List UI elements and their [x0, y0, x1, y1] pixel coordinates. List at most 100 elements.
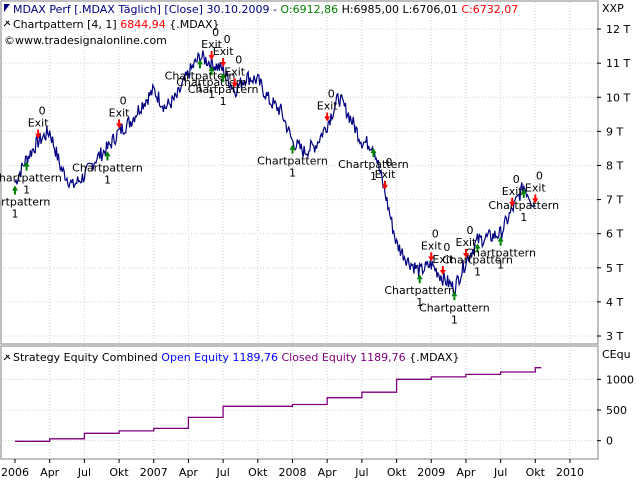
exit-arrow-stem	[233, 78, 236, 83]
buy-arrow-icon	[289, 144, 296, 150]
time-tick-label: 2010	[556, 466, 584, 479]
buy-arrow-icon	[12, 185, 18, 191]
exit-arrow-icon	[509, 201, 516, 207]
exit-arrow-icon	[439, 270, 446, 276]
exit-qty: 0	[536, 169, 543, 182]
buy-arrow-icon	[208, 66, 215, 72]
entry-qty: 1	[208, 88, 215, 101]
exit-label: Exit	[109, 106, 131, 119]
price-header: MDAX Perf [.MDAX Täglich] [Close] 30.10.…	[3, 3, 518, 47]
time-tick-label: Jul	[354, 466, 368, 479]
ohlc-open: O:6912,86	[280, 3, 338, 16]
exit-arrow-icon	[462, 252, 469, 258]
indicator-symbol: {.MDAX}	[169, 18, 219, 31]
exit-arrow-stem	[511, 197, 514, 202]
trade-signals: Chartpattern1Chartpattern1Chartpattern1C…	[0, 26, 559, 326]
buy-arrow-stem	[522, 193, 525, 198]
svg-text:MDAX Perf [.MDAX Täglich] [Cl: MDAX Perf [.MDAX Täglich] [Close] 30.10.…	[13, 3, 518, 16]
exit-arrow-stem	[210, 51, 213, 56]
entry-label: Chartpattern	[419, 301, 490, 314]
time-tick-label: Apr	[40, 466, 60, 479]
exit-label: Exit	[525, 181, 547, 194]
chart-title: MDAX Perf [.MDAX Täglich] [Close] 30.10.…	[13, 3, 280, 16]
closed-equity-label: Closed Equity 1189,76	[281, 351, 405, 364]
svg-text:Chartpattern [4, 1] 6844,94 {.: Chartpattern [4, 1] 6844,94 {.MDAX}	[13, 18, 220, 31]
time-tick-label: 2007	[140, 466, 168, 479]
equity-symbol: {.MDAX}	[409, 351, 459, 364]
exit-label: Exit	[317, 100, 339, 113]
time-tick-label: 2009	[417, 466, 445, 479]
exit-arrow-icon	[382, 184, 388, 190]
price-line[interactable]	[14, 50, 536, 295]
exit-arrow-stem	[534, 194, 537, 199]
equity-line[interactable]	[15, 367, 542, 442]
ohlc-low: L:6706,01	[403, 3, 458, 16]
exit-qty: 0	[443, 241, 450, 254]
entry-qty: 1	[474, 266, 481, 279]
buy-arrow-stem	[222, 77, 225, 82]
chart-corner-icon	[4, 4, 10, 12]
time-tick-label: Apr	[318, 466, 338, 479]
time-tick-label: Apr	[456, 466, 476, 479]
entry-label: Chartpattern	[257, 155, 328, 168]
exit-arrow-icon	[220, 61, 227, 67]
price-grid	[2, 2, 597, 343]
indicator-value: 6844,94	[120, 18, 166, 31]
exit-qty: 0	[466, 224, 473, 237]
price-panel-frame	[0, 0, 599, 345]
entry-qty: 1	[497, 259, 504, 272]
time-axis: 2006 Apr Jul Okt 2007 Apr Jul Okt 2008 Apr Jul Okt 2…	[1, 459, 584, 479]
entry-label: Chartpattern	[176, 76, 247, 89]
entry-qty: 1	[370, 170, 377, 183]
entry-label: Chartpattern	[165, 69, 236, 82]
exit-label: Exit	[432, 253, 454, 266]
buy-arrow-icon	[451, 291, 458, 297]
exit-arrow-stem	[464, 248, 467, 253]
indicator-icon	[3, 354, 11, 361]
equity-grid	[2, 347, 597, 458]
buy-arrow-stem	[453, 296, 456, 301]
price-unit-label: XXP	[602, 2, 624, 15]
exit-arrow-stem	[326, 112, 329, 117]
entry-qty: 1	[104, 173, 111, 186]
buy-arrow-stem	[25, 166, 28, 171]
equity-tick-label: 1000	[606, 373, 634, 386]
exit-qty: 0	[235, 53, 242, 66]
price-tick-label: 5 T	[606, 262, 623, 275]
entry-label: Chartpattern	[338, 158, 409, 171]
price-tick-label: 7 T	[606, 194, 623, 207]
price-tick-label: 4 T	[606, 296, 623, 309]
buy-arrow-stem	[372, 153, 375, 158]
exit-qty: 0	[39, 105, 46, 118]
exit-arrow-icon	[231, 82, 238, 88]
entry-label: Chartpattern	[188, 83, 259, 96]
entry-qty: 1	[451, 313, 458, 326]
buy-arrow-stem	[14, 190, 16, 195]
buy-arrow-icon	[497, 236, 504, 242]
